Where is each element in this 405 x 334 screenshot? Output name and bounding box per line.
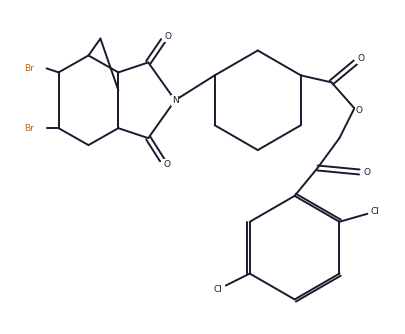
Text: Cl: Cl	[370, 207, 379, 216]
Text: Br: Br	[24, 64, 34, 73]
Text: O: O	[355, 106, 362, 115]
Text: O: O	[164, 32, 171, 41]
Text: Cl: Cl	[213, 285, 222, 294]
Text: O: O	[163, 160, 170, 169]
Text: N: N	[171, 96, 178, 105]
Text: Br: Br	[24, 124, 34, 133]
Text: O: O	[363, 168, 370, 177]
Text: O: O	[357, 54, 364, 63]
